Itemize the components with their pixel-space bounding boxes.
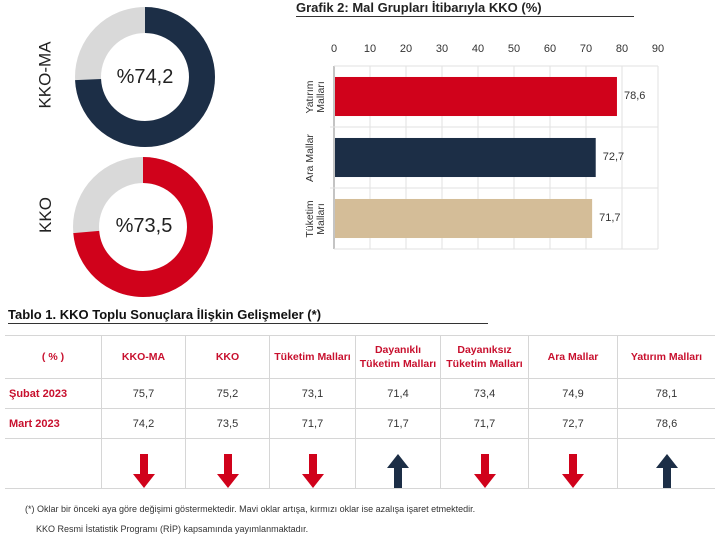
arrow-down-icon — [132, 453, 155, 488]
row-label: Şubat 2023 — [5, 378, 102, 409]
header-cell: KKO-MA — [101, 335, 186, 379]
table-cell: 74,9 — [528, 378, 618, 409]
donut-value-arc — [73, 157, 213, 297]
x-tick-label: 60 — [543, 43, 557, 55]
donut-kko-ma — [75, 7, 215, 147]
header-cell: Ara Mallar — [528, 335, 618, 379]
x-tick-label: 0 — [330, 43, 338, 55]
x-tick-label: 90 — [651, 43, 665, 55]
x-tick-label: 10 — [363, 43, 377, 55]
arrow-cell — [101, 438, 186, 489]
chart-title: Grafik 2: Mal Grupları İtibarıyla KKO (%… — [296, 0, 634, 17]
results-table: ( % ) KKO-MA KKO Tüketim Malları Dayanık… — [5, 335, 715, 489]
x-tick-label: 50 — [507, 43, 521, 55]
table-row: Mart 2023 74,2 73,5 71,7 71,7 71,7 72,7 … — [5, 408, 715, 439]
footnote-rip: KKO Resmi İstatistik Programı (RİP) kaps… — [36, 524, 309, 534]
donut-kko — [73, 157, 213, 297]
donut-value-arc — [75, 7, 215, 147]
table-cell: 73,5 — [185, 408, 270, 439]
table-cell: 75,7 — [101, 378, 186, 409]
x-tick-label: 80 — [615, 43, 629, 55]
arrow-cell — [269, 438, 356, 489]
table-cell: 73,1 — [269, 378, 356, 409]
x-tick-label: 20 — [399, 43, 413, 55]
arrow-cell — [528, 438, 618, 489]
arrow-cell-empty — [5, 438, 102, 489]
table-cell: 71,7 — [269, 408, 356, 439]
table-cell: 78,6 — [617, 408, 715, 439]
bar-value-label: 78,6 — [623, 89, 646, 102]
header-cell: ( % ) — [5, 335, 102, 379]
table-title: Tablo 1. KKO Toplu Sonuçlara İlişkin Gel… — [8, 307, 488, 324]
header-cell: Tüketim Malları — [269, 335, 356, 379]
arrow-cell — [355, 438, 441, 489]
table-header-row: ( % ) KKO-MA KKO Tüketim Malları Dayanık… — [5, 335, 715, 379]
header-cell: Dayanıklı Tüketim Malları — [355, 335, 441, 379]
header-cell: KKO — [185, 335, 270, 379]
row-label: Mart 2023 — [5, 408, 102, 439]
arrow-down-icon — [562, 453, 584, 488]
table-cell: 75,2 — [185, 378, 270, 409]
y-category-label: Yatırım Malları — [304, 79, 327, 114]
table-cell: 72,7 — [528, 408, 618, 439]
footnote-arrows: (*) Oklar bir önceki aya göre değişimi g… — [25, 504, 476, 514]
table-cell: 73,4 — [440, 378, 529, 409]
x-tick-label: 30 — [435, 43, 449, 55]
header-cell: Yatırım Malları — [617, 335, 715, 379]
table-row: Şubat 2023 75,7 75,2 73,1 71,4 73,4 74,9… — [5, 378, 715, 409]
table-cell: 71,4 — [355, 378, 441, 409]
table-cell: 74,2 — [101, 408, 186, 439]
arrow-down-icon — [301, 453, 324, 488]
donut-value-kko: %73,5 — [115, 215, 173, 237]
table-cell: 78,1 — [617, 378, 715, 409]
y-category-label: Tüketim Malları — [304, 199, 327, 238]
arrow-cell — [617, 438, 715, 489]
table-cell: 71,7 — [440, 408, 529, 439]
bar-value-label: 72,7 — [602, 150, 625, 163]
x-tick-label: 40 — [471, 43, 485, 55]
donut-value-kko-ma: %74,2 — [116, 66, 174, 88]
header-cell: Dayanıksız Tüketim Malları — [440, 335, 529, 379]
table-cell: 71,7 — [355, 408, 441, 439]
arrow-cell — [440, 438, 529, 489]
arrow-up-icon — [387, 453, 409, 488]
arrow-up-icon — [655, 453, 678, 488]
bar-yatırım-malları — [335, 76, 617, 117]
x-tick-label: 70 — [579, 43, 593, 55]
arrow-down-icon — [216, 453, 239, 488]
arrow-cell — [185, 438, 270, 489]
bar-tüketim-malları — [335, 198, 593, 239]
arrow-row — [5, 438, 715, 489]
bar-value-label: 71,7 — [599, 211, 621, 224]
bar-ara-mallar — [335, 137, 596, 178]
arrow-down-icon — [473, 453, 496, 488]
y-category-label: Ara Mallar — [304, 133, 316, 182]
